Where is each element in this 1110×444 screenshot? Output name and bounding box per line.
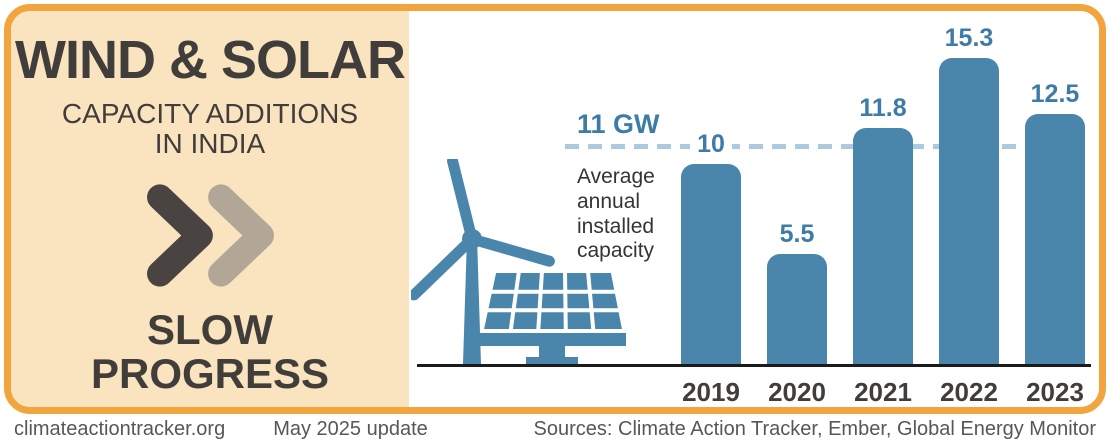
bar-year-label: 2023	[1026, 377, 1084, 407]
bar-year-label: 2019	[682, 377, 740, 407]
bar-year-label: 2021	[854, 377, 912, 407]
bar-column-2022: 15.3 2022	[927, 11, 1011, 407]
bar-year-label: 2020	[768, 377, 826, 407]
poster-subtitle-line2: IN INDIA	[154, 127, 266, 159]
average-line-value-label: 11 GW	[577, 109, 660, 139]
poster-title: WIND & SOLAR	[15, 30, 406, 90]
bar-2020	[767, 254, 827, 364]
bar-value-label: 12.5	[1023, 80, 1087, 109]
x-axis-line	[417, 364, 1091, 367]
verdict-label: SLOW PROGRESS	[90, 305, 330, 398]
fast-forward-chevrons-icon	[146, 184, 274, 287]
bar-2019	[681, 164, 741, 364]
verdict-line2: PROGRESS	[90, 350, 330, 398]
bar-value-label: 15.3	[937, 24, 1001, 53]
bar-2023	[1025, 114, 1085, 364]
bar-year-label: 2022	[940, 377, 998, 407]
average-line-description: Average annual installed capacity	[577, 165, 655, 263]
main-panel: WIND & SOLAR CAPACITY ADDITIONS IN INDIA…	[4, 4, 1106, 414]
bars-row: 10 2019 5.5 2020 11.8 2021 15.3 2022 12.5 2023	[669, 11, 1097, 407]
wind-and-solar-illustration	[411, 159, 626, 365]
website-label: climateactiontracker.org	[14, 417, 226, 440]
sources-label: Sources: Climate Action Tracker, Ember, …	[533, 417, 1096, 440]
bar-column-2021: 11.8 2021	[841, 11, 925, 407]
bar-value-label: 10	[690, 130, 732, 159]
bar-column-2019: 10 2019	[669, 11, 753, 407]
bar-column-2020: 5.5 2020	[755, 11, 839, 407]
bar-column-2023: 12.5 2023	[1013, 11, 1097, 407]
average-dashed-line	[565, 144, 1091, 149]
chevron-light-icon	[207, 184, 274, 287]
left-headline-panel: WIND & SOLAR CAPACITY ADDITIONS IN INDIA…	[11, 11, 409, 407]
bar-2022	[939, 58, 999, 364]
poster-subtitle: CAPACITY ADDITIONS IN INDIA	[62, 99, 358, 159]
footer: climateactiontracker.org May 2025 update…	[0, 414, 1110, 444]
solar-panel-icon	[480, 273, 626, 365]
update-date-label: May 2025 update	[273, 417, 428, 440]
verdict-line1: SLOW	[147, 305, 273, 353]
bar-value-label: 5.5	[772, 220, 822, 249]
chart-area: 11 GW Average annual installed capacity …	[409, 11, 1099, 407]
poster-subtitle-line1: CAPACITY ADDITIONS	[61, 98, 359, 129]
bar-2021	[853, 128, 913, 364]
bar-value-label: 11.8	[852, 94, 914, 123]
wind-turbine-icon	[411, 159, 555, 364]
chevron-dark-icon	[146, 184, 213, 287]
